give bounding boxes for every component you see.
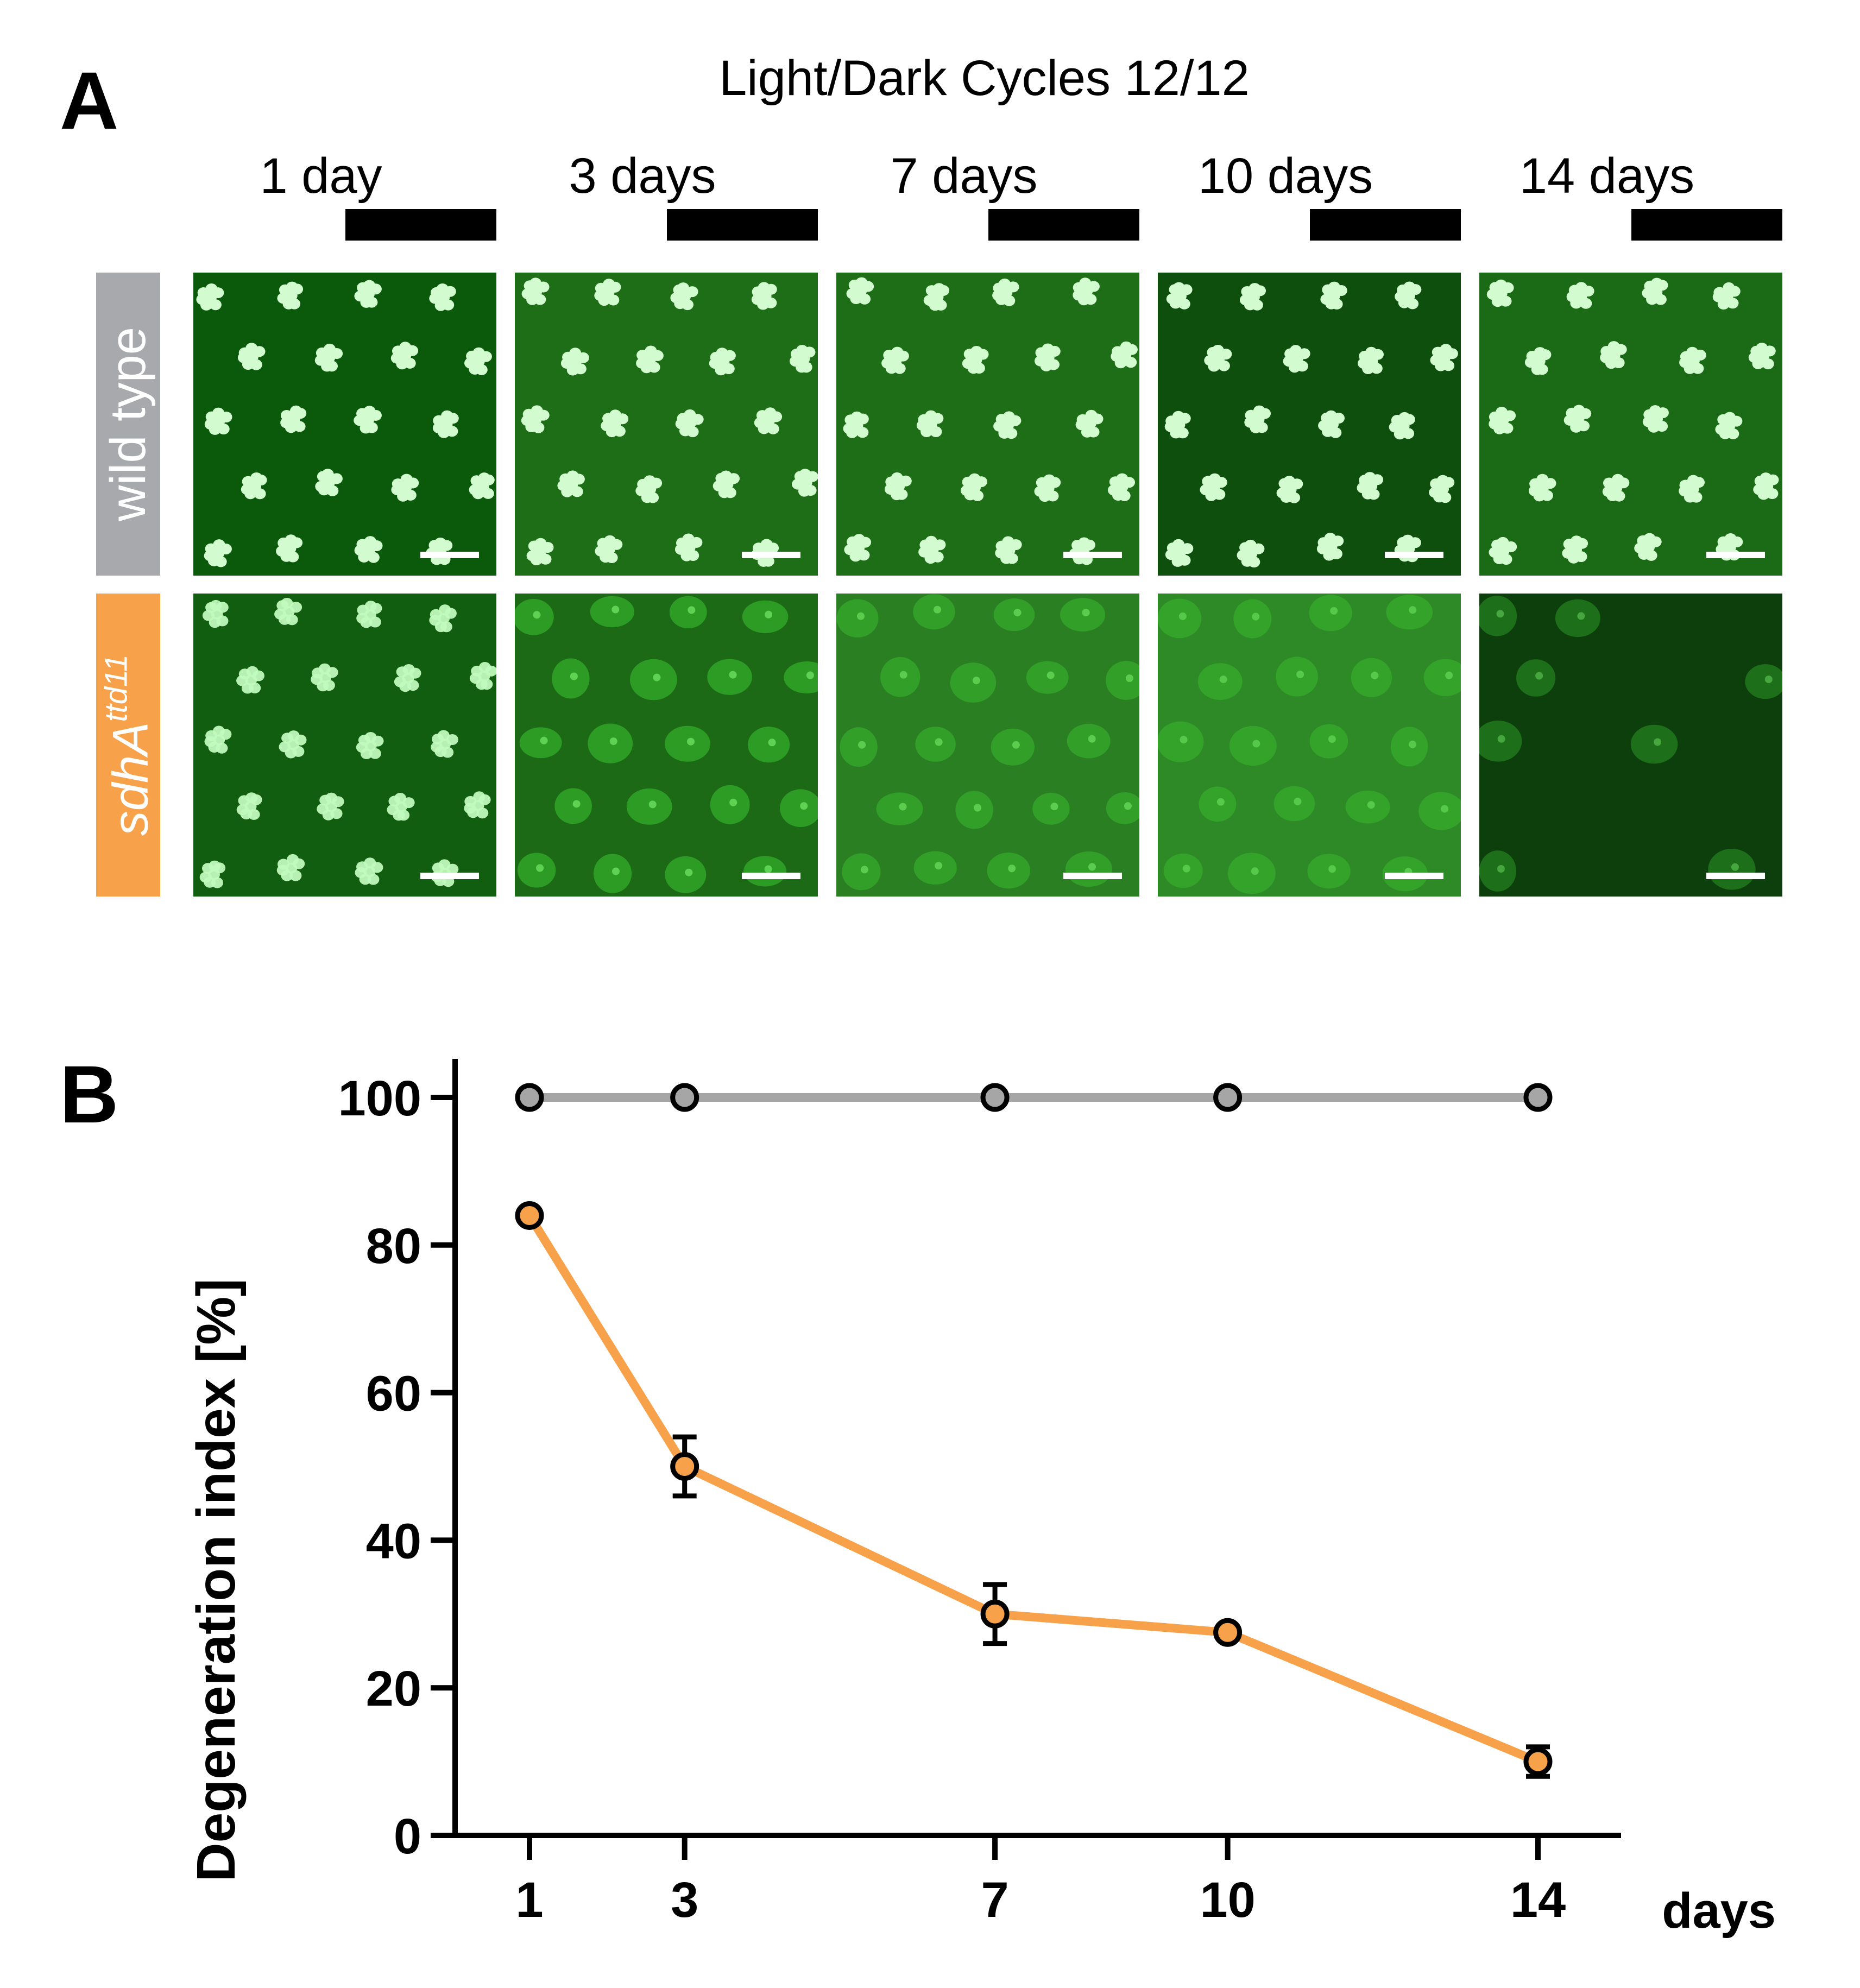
wild-type-micrograph (1158, 273, 1461, 576)
dark-phase-bar (1631, 209, 1782, 241)
mutant-micrograph (515, 594, 818, 897)
timepoint-label: 1 day (260, 148, 382, 204)
x-tick-label: 3 (671, 1872, 698, 1928)
row-label-wild-type-text: wild type (100, 327, 156, 521)
y-tick-label: 80 (366, 1219, 421, 1274)
timepoint-label: 14 days (1519, 148, 1695, 204)
scale-bar (742, 552, 800, 558)
x-tick-label: 10 (1200, 1872, 1255, 1928)
wild-type-micrograph (836, 273, 1139, 576)
dark-phase-bar (345, 209, 496, 241)
timepoint-label: 3 days (569, 148, 716, 204)
mutant-gene-name: sdhA (103, 722, 159, 836)
scale-bar (1063, 873, 1122, 879)
data-point-1-1 (670, 1452, 699, 1481)
x-axis-label: days (1662, 1883, 1776, 1939)
y-tick-label: 40 (366, 1513, 421, 1569)
data-point-1-4 (1523, 1747, 1553, 1776)
x-tick-label: 14 (1510, 1872, 1566, 1928)
dark-phase-bar (667, 209, 818, 241)
panel-b-letter: B (60, 1049, 119, 1140)
scale-bar (420, 552, 479, 558)
row-label-wild-type: wild type (96, 273, 160, 576)
wild-type-micrograph (193, 273, 496, 576)
scale-bar (1706, 873, 1765, 879)
x-tick-label: 7 (981, 1872, 1008, 1928)
panel-a-title: Light/Dark Cycles 12/12 (719, 51, 1250, 106)
y-tick-label: 0 (394, 1809, 421, 1864)
mutant-allele-name: ttd11 (98, 654, 134, 722)
row-label-mutant: sdhAttd11 (96, 594, 160, 897)
data-point-1-2 (980, 1599, 1010, 1629)
mutant-micrograph (1479, 594, 1782, 897)
series-line-1 (526, 1213, 1540, 1766)
scale-bar (742, 873, 800, 879)
y-tick-label: 100 (338, 1071, 422, 1126)
scale-bar (1385, 552, 1443, 558)
data-point-0-1 (670, 1083, 699, 1112)
degeneration-chart: 0 20 40 60 80 100 1 3 7 10 14 Degeneration index [… (186, 1059, 1776, 1939)
data-point-1-3 (1213, 1618, 1243, 1647)
timepoint-label: 7 days (890, 148, 1038, 204)
scale-bar (1385, 873, 1443, 879)
y-tick-label: 60 (366, 1366, 421, 1422)
panel-a-letter: A (60, 55, 119, 146)
mutant-micrograph (836, 594, 1139, 897)
mutant-micrograph (193, 594, 496, 897)
data-point-0-2 (980, 1083, 1010, 1112)
scale-bar (1706, 552, 1765, 558)
mutant-micrograph (1158, 594, 1461, 897)
dark-phase-bar (1310, 209, 1461, 241)
scale-bar (1063, 552, 1122, 558)
data-point-0-0 (515, 1083, 544, 1112)
data-point-0-3 (1213, 1083, 1243, 1112)
wild-type-micrograph (1479, 273, 1782, 576)
scale-bar (420, 873, 479, 879)
dark-phase-bar (988, 209, 1139, 241)
x-tick-label: 1 (515, 1872, 543, 1928)
y-axis-label: Degeneration index [%] (186, 1278, 247, 1882)
data-point-0-4 (1523, 1083, 1553, 1112)
wild-type-micrograph (515, 273, 818, 576)
row-label-mutant-text: sdhAttd11 (98, 654, 159, 836)
timepoint-label: 10 days (1197, 148, 1373, 204)
y-tick-label: 20 (366, 1661, 421, 1716)
data-point-1-0 (515, 1201, 544, 1230)
